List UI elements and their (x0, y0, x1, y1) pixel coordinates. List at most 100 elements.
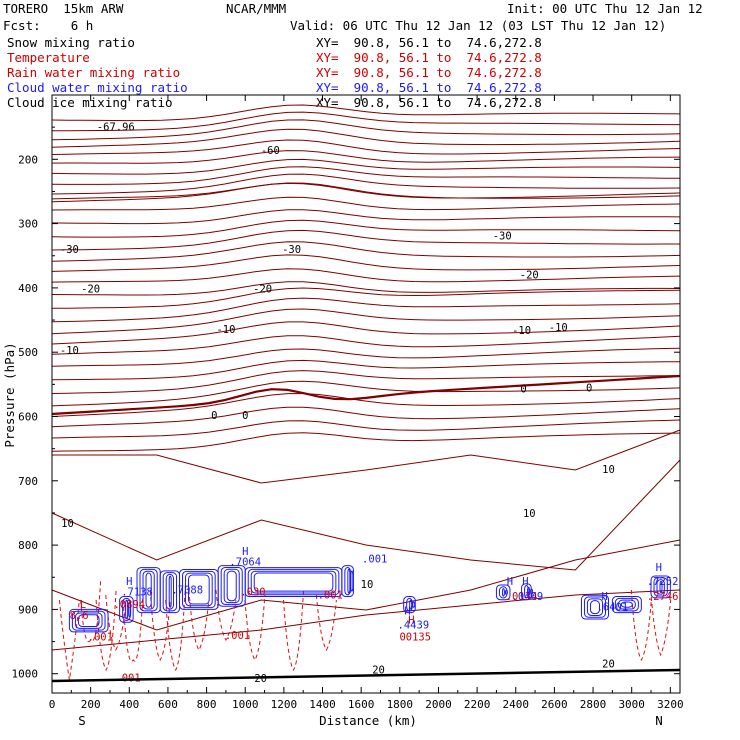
temperature-contour-line (51, 287, 681, 309)
rain-contours (58, 579, 672, 681)
cloud-contour-line (580, 594, 610, 620)
cloud-contour-line (409, 599, 413, 610)
rain-contour-line (244, 594, 266, 661)
cloud-contour-line (125, 599, 129, 620)
temperature-label: -20 (81, 283, 100, 295)
y-tick-label: 400 (18, 282, 38, 295)
rain-label: .001 (318, 589, 343, 601)
temperature-contour-line (51, 182, 681, 200)
cloud-contours (68, 565, 671, 633)
cloud-label: .0409 (512, 591, 544, 603)
temperature-contour-line (51, 539, 681, 631)
cloud-contour-line (653, 577, 668, 597)
rain-label: 8.6 (70, 610, 89, 622)
cloud-label: .001 (362, 553, 387, 565)
cloud-contour-line (659, 580, 663, 593)
temperature-label: 10 (523, 508, 536, 520)
cloud-contour-line (165, 573, 175, 610)
x-tick-label: 1200 (271, 698, 298, 711)
cloud-contour-line (501, 588, 505, 597)
cloud-contour-line (119, 596, 134, 623)
cloud-contour-line (250, 570, 337, 594)
cloud-label: H (242, 546, 248, 558)
cloud-contour-line (223, 568, 240, 604)
cloud-contour-line (586, 598, 604, 616)
y-tick-label: 1000 (12, 668, 39, 681)
temperature-label: -10 (60, 345, 79, 357)
cloud-label: .7064 (229, 557, 261, 569)
cloud-contour-line (617, 599, 636, 610)
rain-contour-line (165, 579, 187, 671)
rain-label: .0894 (113, 599, 145, 611)
temperature-contour-line (51, 173, 681, 195)
legend-rain-xy: XY= 90.8, 56.1 to 74.6,272.8 (316, 65, 542, 80)
temperature-contour-line (51, 297, 681, 323)
temperature-label: 10 (602, 464, 615, 476)
x-tick-label: 2800 (580, 698, 607, 711)
cloud-label: .7252 (647, 576, 679, 588)
temperature-contour-line (51, 370, 681, 394)
cloud-contour-line (347, 568, 351, 594)
temperature-contour-line (51, 268, 681, 283)
temperature-label: 0 (520, 384, 526, 396)
cloud-contour-line (226, 570, 237, 602)
cloud-contour-line (168, 575, 172, 608)
cloud-contour-line (77, 614, 100, 628)
cloud-contour-line (403, 596, 416, 614)
temperature-label: -10 (549, 322, 568, 334)
rain-contour-line (149, 589, 171, 661)
cloud-contour-line (589, 600, 601, 615)
cloud-contour-line (583, 596, 607, 618)
x-tick-label: 2200 (464, 698, 491, 711)
cloud-label: .7088 (171, 584, 203, 596)
rain-label: .001 (88, 631, 113, 643)
cloud-label: H (656, 562, 662, 574)
temperature-label: -20 (253, 283, 272, 295)
right-endpoint: N (655, 713, 663, 728)
x-tick-label: 3200 (657, 698, 684, 711)
legend-snow-label: Snow mixing ratio (7, 35, 135, 50)
cloud-contour-line (68, 608, 109, 633)
cloud-contour-line (530, 588, 534, 595)
temperature-contour-line (51, 128, 681, 148)
legend-cloudwater-label: Cloud water mixing ratio (7, 80, 188, 95)
temperature-contour-line (51, 589, 681, 651)
x-axis-label: Distance (km) (319, 713, 417, 728)
temperature-contour-line (51, 158, 681, 175)
cloud-contour-line (142, 570, 155, 610)
x-tick-label: 600 (158, 698, 178, 711)
cloud-contour-line (495, 584, 511, 601)
x-tick-label: 2400 (503, 698, 530, 711)
x-tick-label: 400 (119, 698, 139, 711)
temperature-contour-line (51, 335, 681, 355)
temperature-contour-line (51, 380, 681, 407)
y-tick-label: 600 (18, 411, 38, 424)
rain-label: .2746 (647, 591, 679, 603)
cloud-label: H (126, 576, 132, 588)
cloud-contour-line (145, 572, 152, 608)
temperature-contour-line (51, 459, 681, 571)
cloud-contour-line (611, 596, 642, 614)
x-tick-label: 0 (49, 698, 56, 711)
temperature-contours (51, 104, 681, 651)
cloud-contour-line (139, 568, 158, 612)
temperature-label: -67.96 (97, 121, 135, 133)
temperature-contour-line (51, 166, 681, 185)
cloud-contour-line (162, 572, 178, 612)
temperature-contour-line (51, 139, 681, 155)
temperature-label: 20 (254, 673, 267, 685)
cloud-contour-line (247, 568, 340, 596)
rain-label: .001 (225, 630, 250, 642)
temperature-contour-line (51, 281, 681, 296)
cloud-contour-line (253, 572, 334, 592)
temperature-contour-line (51, 119, 681, 141)
x-tick-label: 2600 (541, 698, 568, 711)
header-center: NCAR/MMM (226, 1, 287, 16)
temperature-label: -10 (216, 324, 235, 336)
cloud-contour-line (650, 575, 671, 599)
temperature-label: -30 (60, 244, 79, 256)
freezing-isotherm (51, 374, 681, 416)
rain-contour-line (122, 589, 144, 662)
rain-contour-line (315, 594, 337, 651)
